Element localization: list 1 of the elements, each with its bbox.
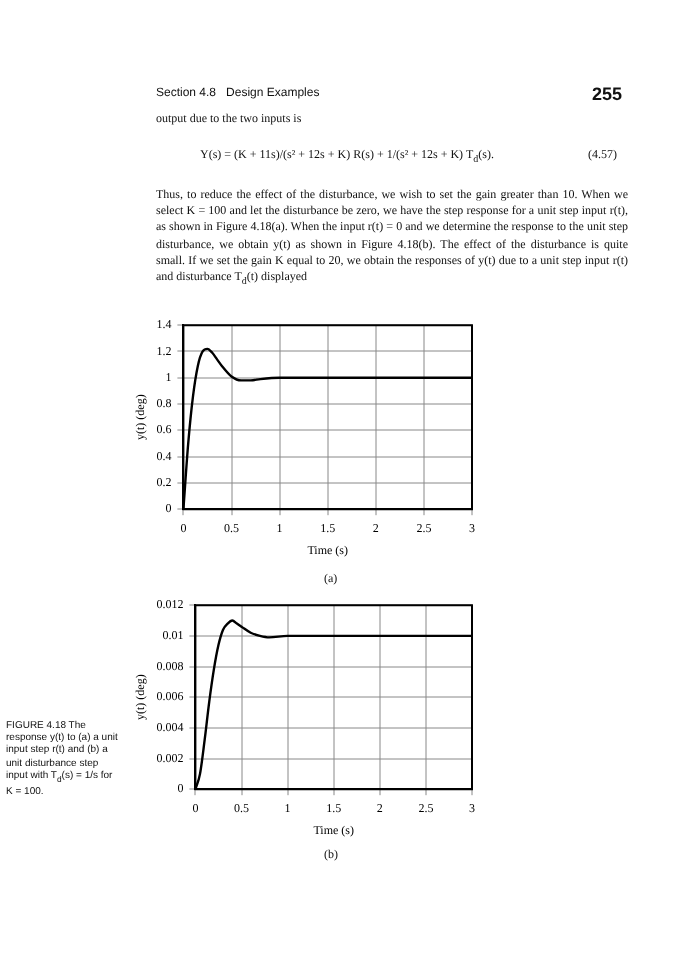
text: 255 (592, 84, 623, 104)
